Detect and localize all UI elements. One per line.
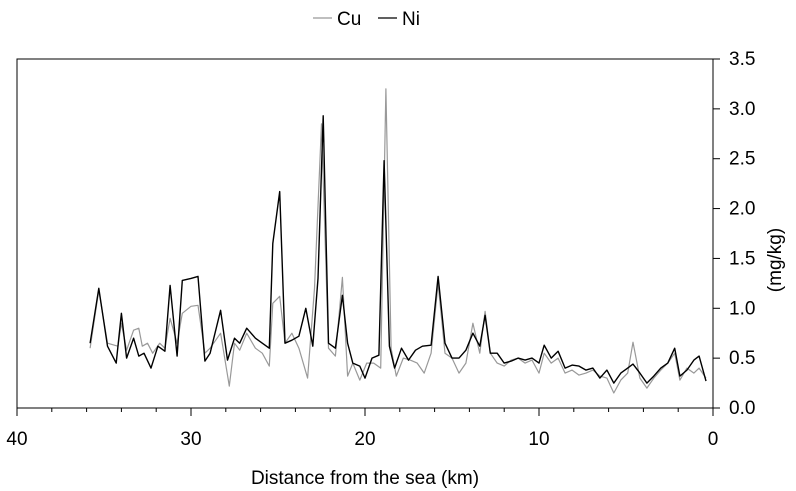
x-axis-label: Distance from the sea (km) bbox=[251, 468, 479, 489]
legend: Cu Ni bbox=[313, 9, 420, 30]
x-tick-label: 30 bbox=[180, 429, 201, 450]
y-tick-label: 1.5 bbox=[729, 248, 755, 269]
legend-label-cu: Cu bbox=[337, 9, 361, 30]
legend-label-ni: Ni bbox=[402, 9, 420, 30]
series-line-cu bbox=[89, 88, 707, 394]
x-tick-label: 0 bbox=[708, 429, 719, 450]
y-tick-label: 0.0 bbox=[729, 398, 755, 419]
y-axis-label: (mg/kg) bbox=[765, 228, 786, 292]
y-tick-label: 1.0 bbox=[729, 298, 755, 319]
x-tick-label: 20 bbox=[354, 429, 375, 450]
y-tick-label: 2.5 bbox=[729, 149, 755, 170]
y-tick-label: 2.0 bbox=[729, 199, 755, 220]
series-line-ni bbox=[89, 115, 707, 384]
y-tick-label: 3.5 bbox=[729, 49, 755, 70]
plot-area bbox=[16, 58, 714, 409]
x-tick-label: 10 bbox=[528, 429, 549, 450]
x-axis: 40 30 20 10 0 bbox=[6, 408, 718, 450]
series-layer bbox=[89, 88, 707, 394]
y-axis: 0.0 0.5 1.0 1.5 2.0 2.5 3.0 3.5 bbox=[713, 49, 755, 419]
y-tick-label: 3.0 bbox=[729, 99, 755, 120]
y-tick-label: 0.5 bbox=[729, 348, 755, 369]
x-tick-label: 40 bbox=[6, 429, 27, 450]
